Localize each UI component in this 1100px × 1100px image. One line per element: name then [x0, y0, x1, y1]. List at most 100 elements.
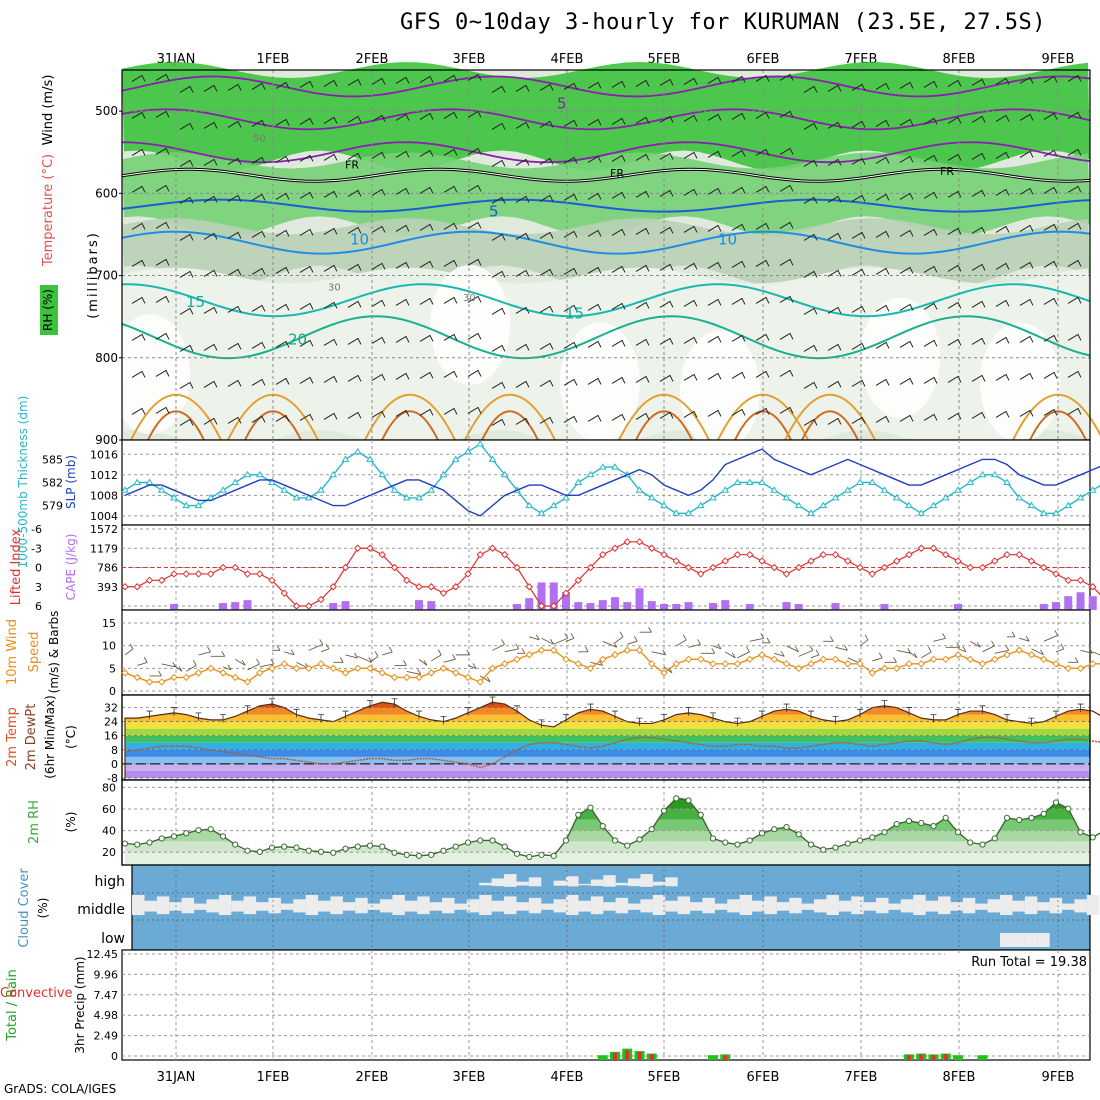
- lifted-index-marker: [133, 583, 141, 591]
- rh-line-marker: [673, 795, 680, 802]
- wind-barb: [1019, 298, 1034, 306]
- wind-barb: [299, 154, 314, 162]
- wind-barb: [323, 301, 338, 309]
- rh-line-marker: [440, 847, 447, 854]
- wind-barb: [635, 338, 650, 346]
- wind-barb: [731, 223, 746, 231]
- minmax-marker: [195, 712, 202, 721]
- rh-line-marker: [403, 851, 410, 858]
- wind-barb: [1067, 370, 1082, 378]
- wind-barb: [587, 81, 602, 89]
- thickness-line-marker: [157, 486, 166, 493]
- cloud-middle-block: [801, 903, 815, 910]
- wind-barb: [731, 186, 746, 194]
- thickness-line-marker: [170, 493, 178, 501]
- wind-barb: [851, 268, 866, 276]
- cape-bar: [415, 600, 423, 610]
- precip-conv-bar: [625, 1050, 630, 1060]
- wind-barb: [179, 159, 194, 167]
- surface-wind-barb: [259, 658, 275, 668]
- wind-barb: [947, 227, 962, 235]
- date-label-top: 1FEB: [257, 52, 290, 67]
- wind-barb: [923, 302, 938, 310]
- wind-barb: [1019, 113, 1034, 121]
- wind-barb: [995, 188, 1010, 196]
- wind-barb: [947, 412, 962, 420]
- wind-barb: [227, 379, 242, 387]
- lifted-index-marker: [537, 602, 546, 610]
- thickness-line-marker: [843, 486, 852, 493]
- thickness-line-marker: [341, 455, 350, 462]
- cape-bar: [1039, 604, 1048, 610]
- wind-barb: [875, 341, 890, 349]
- cloud-middle-block: [752, 900, 765, 912]
- wind-speed-line-marker: [415, 673, 423, 682]
- minmax-marker: [857, 708, 863, 718]
- date-label-bottom: 1FEB: [257, 1070, 290, 1085]
- cloud-middle-block: [690, 902, 703, 911]
- wind-barb: [1067, 148, 1082, 156]
- wind-speed-line-marker: [758, 651, 766, 659]
- rh-line-marker: [170, 833, 178, 840]
- wind-barb: [659, 115, 674, 123]
- wind-barb: [827, 121, 842, 129]
- wind-barb: [179, 381, 194, 389]
- wind-barb: [203, 195, 218, 203]
- rh-line-marker: [1003, 814, 1011, 821]
- wind-speed-line-marker: [795, 664, 803, 673]
- wind-barb: [947, 153, 962, 161]
- wind-barb: [419, 223, 434, 231]
- wind-barb: [659, 226, 674, 234]
- wind-speed-line-marker: [697, 655, 705, 664]
- thickness-line-marker: [1039, 509, 1048, 516]
- wind-barb: [419, 297, 434, 305]
- thickness-line-marker: [733, 478, 742, 485]
- upper-ylabel-units: (millibars): [86, 231, 101, 319]
- surface-wind-barb: [627, 636, 638, 645]
- cloud-middle-block: [764, 896, 777, 915]
- lifted-index-marker: [660, 550, 668, 559]
- wind-ylabel-wind: 10m Wind: [5, 619, 20, 685]
- wind-barb: [971, 152, 986, 160]
- wind-barb: [299, 413, 314, 421]
- lifted-index-marker: [574, 576, 582, 585]
- rh-line-marker: [844, 840, 851, 847]
- rh-line-marker: [746, 837, 753, 844]
- rh-line-marker: [575, 811, 582, 818]
- thickness-line-marker: [672, 509, 681, 516]
- lifted-index-marker: [378, 550, 386, 559]
- thickness-line-marker: [709, 493, 717, 501]
- cloud-middle-block: [975, 903, 988, 910]
- rh-line-marker: [219, 833, 227, 840]
- wind-barb: [779, 369, 794, 377]
- wind-barb: [635, 227, 650, 235]
- wind-barb: [395, 76, 410, 84]
- temp-band: [125, 714, 1090, 722]
- surface-wind-barb: [1080, 648, 1093, 654]
- wind-tick-label: 10: [102, 640, 116, 653]
- temp-line: [124, 701, 1100, 780]
- rh-line-marker: [550, 852, 557, 859]
- precip-ylabel-total: Total / Rain: [5, 969, 20, 1042]
- cape-tick-label: 786: [97, 562, 118, 575]
- thickness-line-marker: [1064, 501, 1073, 509]
- cloud-middle-block: [466, 899, 480, 913]
- wind-barb: [443, 185, 458, 193]
- surface-wind-barb: [835, 645, 848, 651]
- wind-barb: [371, 225, 386, 233]
- wind-barb: [371, 410, 386, 418]
- wind-speed-line-marker: [856, 660, 864, 668]
- rh-line-marker: [599, 822, 606, 830]
- minmax-marker: [220, 714, 226, 723]
- wind-barb: [683, 77, 698, 85]
- wind-barb: [179, 233, 194, 241]
- cloud-middle-block: [566, 895, 579, 915]
- surface-wind-barb: [345, 652, 358, 659]
- wind-barb: [467, 295, 482, 303]
- minmax-marker: [979, 705, 986, 714]
- wind-speed-line-marker: [464, 673, 472, 682]
- wind-speed-line-marker: [1015, 646, 1023, 654]
- minmax-marker: [342, 710, 349, 720]
- thickness-line-marker: [745, 478, 754, 485]
- wind-barb: [419, 149, 434, 157]
